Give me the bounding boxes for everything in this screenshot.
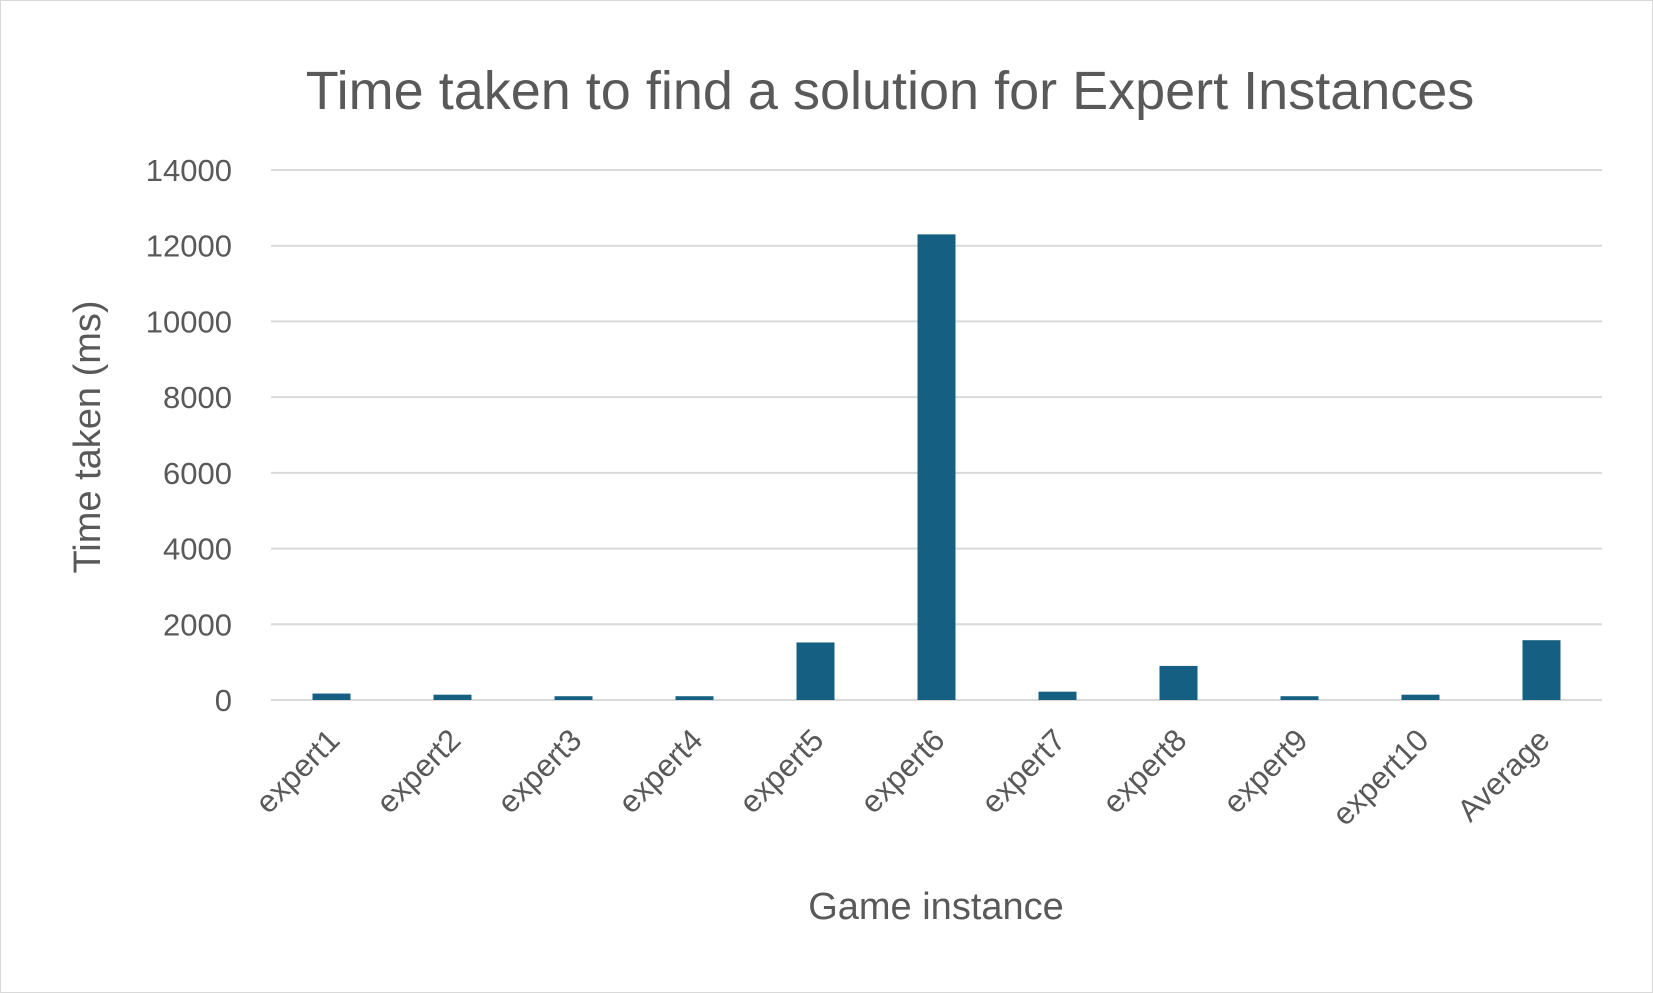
x-axis-title: Game instance (808, 886, 1064, 928)
y-tick-label: 0 (215, 683, 232, 718)
x-tick-label: expert10 (1325, 722, 1435, 832)
x-tick-label: Average (1450, 722, 1556, 828)
y-tick-label: 10000 (146, 304, 232, 339)
y-tick-label: 14000 (146, 153, 232, 188)
bars (312, 234, 1561, 700)
x-tick-label: expert1 (249, 722, 347, 820)
x-tick-label: expert8 (1096, 722, 1194, 820)
y-tick-label: 12000 (146, 229, 232, 264)
bar-expert1 (312, 693, 351, 700)
bar-average (1522, 640, 1561, 700)
x-tick-label: expert6 (854, 722, 952, 820)
bar-expert3 (554, 696, 593, 700)
bar-expert5 (796, 642, 835, 700)
y-axis-title: Time taken (ms) (67, 300, 109, 573)
y-tick-label: 6000 (163, 456, 232, 491)
x-tick-label: expert7 (975, 722, 1073, 820)
y-tick-label: 2000 (163, 607, 232, 642)
chart-title: Time taken to find a solution for Expert… (306, 61, 1475, 121)
y-tick-label: 4000 (163, 532, 232, 567)
x-axis-ticks: expert1 expert2 expert3 expert4 expert5 exper… (249, 722, 1557, 832)
y-tick-label: 8000 (163, 380, 232, 415)
bar-expert2 (433, 694, 472, 700)
bar-expert8 (1159, 665, 1198, 700)
y-axis-ticks: 0 2000 4000 6000 8000 10000 12000 14000 (146, 153, 232, 718)
x-tick-label: expert3 (491, 722, 589, 820)
bar-expert4 (675, 696, 714, 700)
x-tick-label: expert5 (733, 722, 831, 820)
x-tick-label: expert4 (612, 722, 710, 820)
bar-expert9 (1280, 696, 1319, 700)
x-tick-label: expert2 (370, 722, 468, 820)
x-tick-label: expert9 (1217, 722, 1315, 820)
bar-expert6 (917, 234, 956, 700)
bar-expert7 (1038, 691, 1077, 700)
bar-expert10 (1401, 694, 1440, 700)
